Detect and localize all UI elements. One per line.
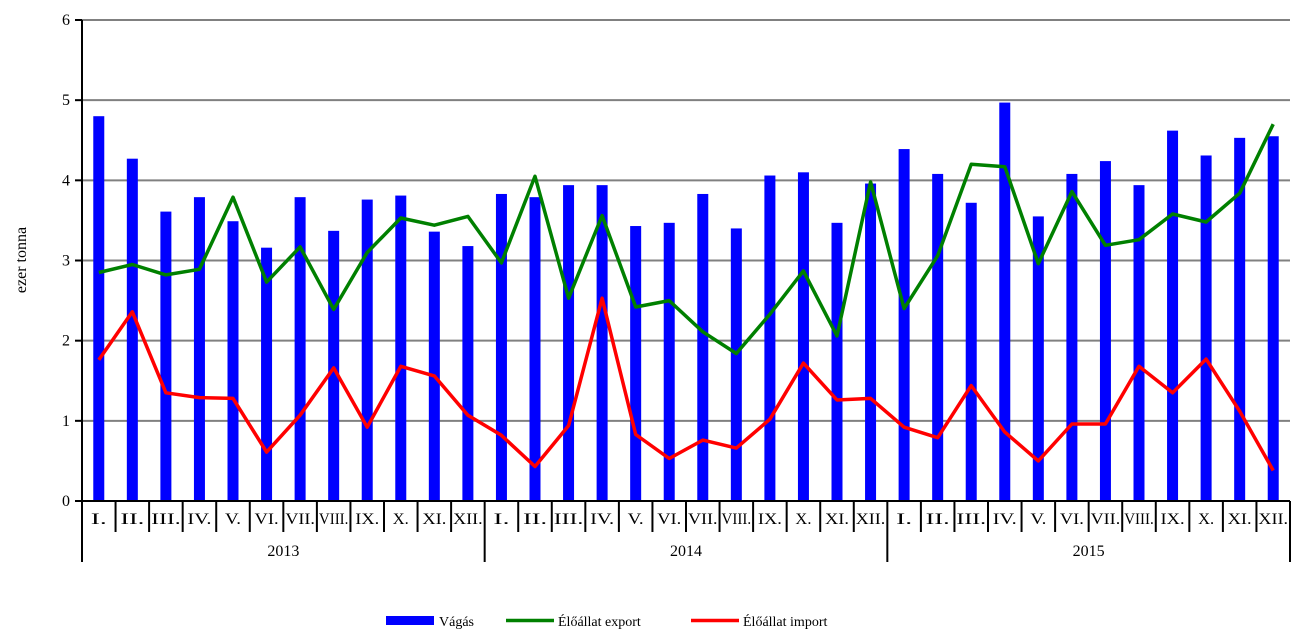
axes bbox=[75, 19, 1291, 562]
bar bbox=[160, 211, 172, 501]
bar bbox=[1099, 161, 1111, 502]
month-label: I. bbox=[896, 511, 912, 528]
year-label: 2013 bbox=[267, 543, 299, 560]
bar bbox=[361, 199, 373, 501]
month-label: II. bbox=[523, 511, 547, 528]
month-label: V. bbox=[1030, 511, 1046, 528]
month-label: VI. bbox=[255, 511, 279, 528]
month-label: IV. bbox=[993, 511, 1017, 528]
series-line-export bbox=[98, 123, 1275, 356]
y-tick-labels: 0 1 2 3 4 5 6 bbox=[62, 12, 70, 510]
bar bbox=[865, 183, 877, 502]
month-label: VIII. bbox=[722, 511, 752, 528]
month-label: VIII. bbox=[319, 511, 349, 528]
bar bbox=[965, 202, 977, 501]
bar bbox=[831, 222, 843, 502]
month-label: II. bbox=[120, 511, 144, 528]
month-label: IV. bbox=[187, 511, 211, 528]
month-label: VI. bbox=[1060, 511, 1084, 528]
month-label: IX. bbox=[758, 511, 782, 528]
bar bbox=[1167, 130, 1179, 501]
bar bbox=[1200, 155, 1212, 501]
month-label: VI. bbox=[657, 511, 681, 528]
bar bbox=[932, 173, 944, 502]
month-label: XI. bbox=[1228, 511, 1252, 528]
month-label: XII. bbox=[453, 511, 483, 528]
month-label: VII. bbox=[688, 511, 718, 528]
bar bbox=[294, 197, 306, 501]
y-tick-label: 0 bbox=[62, 493, 70, 510]
bar bbox=[261, 247, 273, 501]
bar bbox=[193, 197, 205, 501]
bar bbox=[797, 172, 809, 502]
bar bbox=[596, 185, 608, 502]
month-label: X. bbox=[1198, 511, 1214, 528]
y-tick-label: 1 bbox=[62, 413, 70, 430]
bar bbox=[630, 226, 642, 502]
month-label: I. bbox=[493, 511, 509, 528]
bar bbox=[428, 231, 440, 501]
legend-label: Élőállat import bbox=[743, 613, 827, 630]
month-label: IV. bbox=[590, 511, 614, 528]
year-label: 2014 bbox=[670, 543, 702, 560]
month-label: III. bbox=[554, 511, 584, 528]
month-label: II. bbox=[926, 511, 950, 528]
bar bbox=[999, 102, 1011, 502]
bar bbox=[1032, 216, 1044, 502]
bar bbox=[697, 193, 709, 501]
month-label: III. bbox=[956, 511, 986, 528]
bar bbox=[1234, 137, 1246, 501]
month-label: XII. bbox=[856, 511, 886, 528]
bar bbox=[663, 222, 675, 502]
y-tick-label: 5 bbox=[62, 92, 70, 109]
bar bbox=[764, 175, 776, 502]
month-label: IX. bbox=[1161, 511, 1185, 528]
legend-swatch-bar bbox=[386, 616, 434, 625]
gridlines bbox=[82, 19, 1290, 422]
month-label: V. bbox=[225, 511, 241, 528]
month-label: I. bbox=[91, 511, 107, 528]
y-tick-label: 3 bbox=[62, 253, 70, 270]
line-series bbox=[97, 123, 1275, 472]
month-label: VIII. bbox=[1124, 511, 1154, 528]
bar-series-vagas bbox=[93, 102, 1279, 502]
year-label: 2015 bbox=[1073, 543, 1105, 560]
bar bbox=[563, 185, 575, 502]
series-line-import bbox=[97, 296, 1275, 472]
y-tick-label: 2 bbox=[62, 333, 70, 350]
y-tick-label: 6 bbox=[62, 12, 70, 29]
month-label: V. bbox=[628, 511, 644, 528]
bar bbox=[495, 193, 507, 501]
bar bbox=[898, 149, 910, 501]
y-axis-label: ezer tonna bbox=[13, 227, 30, 293]
legend-label: Vágás bbox=[439, 615, 474, 630]
bar bbox=[93, 116, 105, 501]
month-label: VII. bbox=[285, 511, 315, 528]
legend-label: Élőállat export bbox=[558, 613, 641, 630]
bar bbox=[1267, 136, 1279, 501]
month-label: X. bbox=[795, 511, 811, 528]
month-label: III. bbox=[151, 511, 181, 528]
bar bbox=[227, 221, 239, 502]
bar bbox=[730, 228, 742, 501]
bar bbox=[529, 197, 541, 501]
month-label: IX. bbox=[355, 511, 379, 528]
bar bbox=[462, 246, 474, 501]
month-label: XI. bbox=[825, 511, 849, 528]
legend: Vágás Élőállat export Élőállat import bbox=[386, 613, 827, 630]
bar bbox=[126, 158, 138, 501]
x-tick-labels: I. II. III. IV. V. VI. VII. VIII. IX. X. XI. XII. I.… bbox=[91, 511, 1288, 560]
bar bbox=[328, 230, 340, 502]
month-label: VII. bbox=[1091, 511, 1121, 528]
month-label: XII. bbox=[1258, 511, 1288, 528]
bar bbox=[1133, 185, 1145, 502]
bar bbox=[1066, 173, 1078, 502]
bar bbox=[395, 195, 407, 501]
month-label: XI. bbox=[422, 511, 446, 528]
y-tick-label: 4 bbox=[62, 172, 70, 189]
month-label: X. bbox=[393, 511, 409, 528]
